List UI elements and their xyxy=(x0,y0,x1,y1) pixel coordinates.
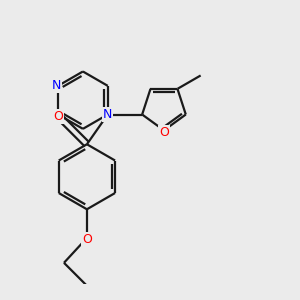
Text: N: N xyxy=(103,108,112,121)
Text: O: O xyxy=(159,126,169,139)
Text: O: O xyxy=(53,110,63,123)
Text: O: O xyxy=(82,233,92,246)
Text: N: N xyxy=(52,79,61,92)
